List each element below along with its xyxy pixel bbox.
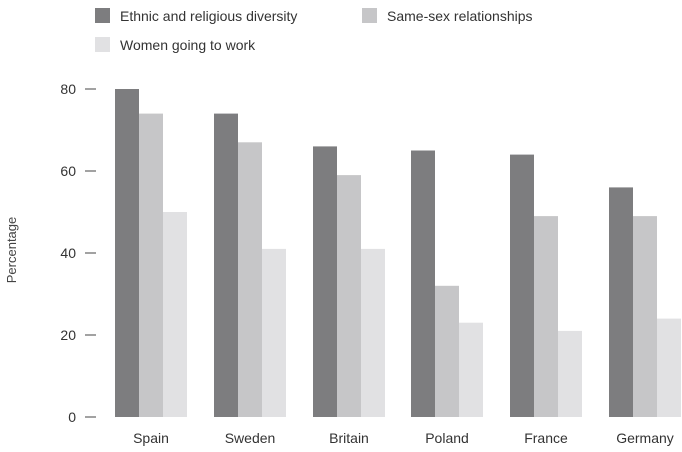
bar (459, 322, 483, 417)
x-tick-label: Spain (133, 430, 169, 446)
legend: Ethnic and religious diversity Same-sex r… (95, 8, 533, 53)
y-tick-label: 80 (60, 81, 76, 97)
bar (633, 216, 657, 417)
x-tick-label: Poland (425, 430, 469, 446)
x-axis: Spain Sweden Britain Poland France Germany (133, 430, 674, 446)
x-tick-label: Britain (329, 430, 369, 446)
y-axis: 0 20 40 60 80 (60, 81, 96, 425)
bar (337, 175, 361, 417)
x-tick-label: Germany (616, 430, 674, 446)
bar (411, 150, 435, 417)
bar (238, 142, 262, 418)
bar (163, 212, 187, 417)
y-tick-label: 60 (60, 163, 76, 179)
y-tick-label: 20 (60, 327, 76, 343)
x-tick-label: France (524, 430, 568, 446)
legend-label: Women going to work (120, 37, 256, 53)
bar (657, 318, 681, 417)
legend-swatch (362, 8, 377, 23)
bar (510, 154, 534, 417)
legend-label: Ethnic and religious diversity (120, 8, 297, 24)
bar (534, 216, 558, 417)
bar (361, 248, 385, 417)
bar (313, 146, 337, 417)
x-tick-label: Sweden (225, 430, 276, 446)
bar (435, 285, 459, 417)
bar (139, 113, 163, 417)
y-axis-label: Percentage (4, 217, 19, 284)
bar (262, 248, 286, 417)
legend-label: Same-sex relationships (387, 8, 533, 24)
legend-swatch (95, 8, 110, 23)
legend-swatch (95, 37, 110, 52)
bar (214, 113, 238, 417)
bars (115, 89, 681, 418)
bar (115, 89, 139, 417)
y-tick-label: 0 (68, 409, 76, 425)
bar (558, 330, 582, 417)
y-tick-label: 40 (60, 245, 76, 261)
bar (609, 187, 633, 417)
